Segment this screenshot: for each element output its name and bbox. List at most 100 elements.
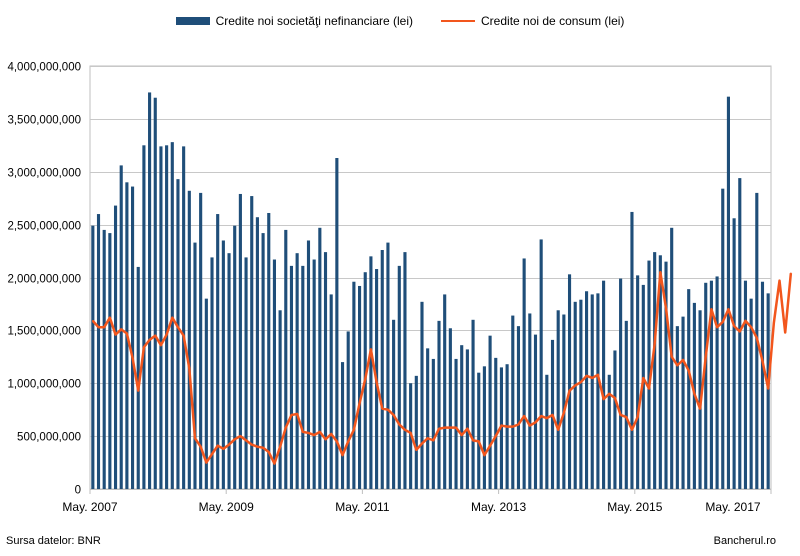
point-consumer-loans	[364, 378, 367, 380]
bar-nonfinancial-loans	[278, 310, 282, 489]
bar-nonfinancial-loans	[227, 253, 231, 489]
x-tick-label: May. 2011	[335, 500, 390, 514]
point-consumer-loans	[160, 344, 162, 346]
bar-nonfinancial-loans	[641, 284, 645, 489]
point-consumer-loans	[727, 308, 730, 311]
brand-credit: Bancherul.ro	[713, 535, 776, 547]
bar-nonfinancial-loans	[613, 350, 617, 489]
point-consumer-loans	[489, 444, 491, 447]
point-consumer-loans	[358, 402, 361, 405]
point-consumer-loans	[460, 434, 463, 436]
point-consumer-loans	[228, 443, 230, 446]
bar-nonfinancial-loans	[687, 289, 691, 489]
x-tick-label: May. 2007	[62, 500, 117, 514]
bar-nonfinancial-loans	[454, 358, 458, 489]
bar-nonfinancial-loans	[131, 186, 135, 489]
bar-nonfinancial-loans	[448, 328, 452, 489]
legend-label-consumer-loans: Credite noi de consum (lei)	[481, 14, 625, 28]
point-consumer-loans	[574, 384, 577, 387]
y-tick-label: 4,000,000,000	[7, 62, 81, 74]
point-consumer-loans	[205, 461, 208, 464]
bar-nonfinancial-loans	[709, 280, 713, 489]
point-consumer-loans	[421, 442, 423, 445]
point-consumer-loans	[375, 381, 378, 383]
bar-nonfinancial-loans	[119, 165, 123, 489]
bar-nonfinancial-loans	[431, 358, 435, 489]
bar-nonfinancial-loans	[647, 260, 651, 489]
point-consumer-loans	[466, 427, 469, 430]
bar-nonfinancial-loans	[664, 261, 668, 489]
point-consumer-loans	[199, 445, 202, 448]
point-consumer-loans	[438, 427, 440, 430]
bar-nonfinancial-loans	[630, 211, 634, 489]
bar-nonfinancial-loans	[738, 178, 742, 489]
bar-nonfinancial-loans	[760, 281, 765, 489]
point-consumer-loans	[432, 439, 435, 442]
bar-nonfinancial-loans	[636, 275, 640, 489]
point-consumer-loans	[267, 451, 270, 453]
bar-nonfinancial-loans	[426, 348, 430, 489]
point-consumer-loans	[540, 415, 542, 417]
point-consumer-loans	[319, 431, 321, 433]
point-consumer-loans	[784, 331, 786, 334]
bar-nonfinancial-loans	[238, 193, 242, 489]
point-consumer-loans	[659, 271, 662, 274]
legend-item-nonfinancial-loans: Credite noi societăţi nefinanciare (lei)	[175, 14, 414, 28]
bar-nonfinancial-loans	[102, 229, 106, 489]
bar-nonfinancial-loans	[721, 188, 725, 490]
data-source-note: Sursa datelor: BNR	[6, 535, 101, 547]
bar-nonfinancial-loans	[91, 225, 95, 489]
bar-nonfinancial-loans	[221, 240, 225, 489]
bar-nonfinancial-loans	[675, 326, 679, 489]
y-tick-label: 500,000,000	[17, 432, 81, 444]
bar-nonfinancial-loans	[567, 274, 572, 489]
bar-nonfinancial-loans	[511, 315, 515, 489]
point-consumer-loans	[188, 367, 191, 370]
bar-nonfinancial-loans	[272, 259, 276, 489]
legend-label-nonfinancial-loans: Credite noi societăţi nefinanciare (lei)	[215, 14, 414, 28]
point-consumer-loans	[483, 454, 486, 456]
point-consumer-loans	[233, 438, 236, 441]
line-consumer-loans	[91, 270, 793, 465]
point-consumer-loans	[194, 437, 196, 440]
point-consumer-loans	[687, 369, 690, 372]
point-consumer-loans	[534, 421, 537, 424]
point-consumer-loans	[296, 413, 298, 415]
bar-nonfinancial-loans	[465, 349, 469, 489]
bar-nonfinancial-loans	[335, 158, 339, 489]
point-consumer-loans	[262, 446, 264, 449]
point-consumer-loans	[211, 453, 213, 455]
point-consumer-loans	[387, 408, 389, 411]
bar-nonfinancial-loans	[732, 218, 736, 489]
point-consumer-loans	[216, 444, 219, 447]
bar-nonfinancial-loans	[420, 301, 424, 489]
point-consumer-loans	[704, 356, 707, 358]
point-consumer-loans	[114, 333, 117, 336]
point-consumer-loans	[353, 428, 355, 431]
point-consumer-loans	[381, 407, 384, 410]
bar-nonfinancial-loans	[624, 320, 628, 489]
bar-nonfinancial-loans	[556, 310, 560, 489]
bar-nonfinancial-loans	[284, 229, 288, 489]
bar-nonfinancial-loans	[607, 374, 611, 489]
bar-nonfinancial-loans	[743, 280, 748, 489]
x-tick-label: May. 2017	[705, 500, 760, 514]
bar-nonfinancial-loans	[250, 196, 254, 489]
point-consumer-loans	[245, 439, 247, 442]
bar-nonfinancial-loans	[392, 319, 396, 489]
point-consumer-loans	[415, 449, 418, 451]
point-consumer-loans	[738, 330, 741, 333]
point-consumer-loans	[557, 428, 559, 431]
bar-nonfinancial-loans	[715, 276, 719, 489]
x-tick-label: May. 2009	[199, 500, 254, 514]
bar-nonfinancial-loans	[545, 374, 549, 489]
point-consumer-loans	[426, 437, 429, 440]
bar-nonfinancial-loans	[289, 265, 294, 489]
point-consumer-loans	[614, 397, 616, 399]
point-consumer-loans	[529, 424, 531, 427]
point-consumer-loans	[324, 438, 327, 441]
point-consumer-loans	[449, 426, 452, 429]
y-tick-label: 0	[75, 485, 81, 497]
bar-nonfinancial-loans	[96, 214, 101, 490]
